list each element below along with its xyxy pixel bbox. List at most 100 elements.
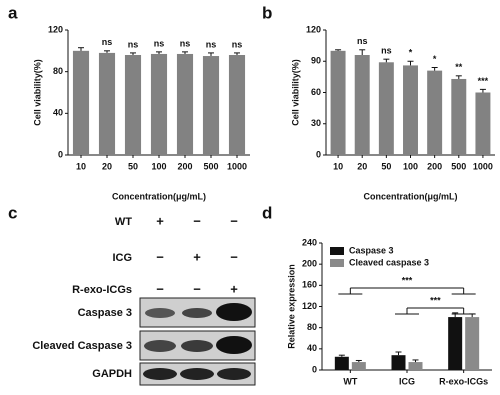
significance-label: ns (381, 46, 392, 56)
y-tick-label: 0 (312, 364, 317, 374)
significance-label: * (433, 54, 437, 64)
bar (378, 62, 394, 155)
significance-label: ns (357, 36, 368, 46)
x-tick-label: 100 (151, 161, 166, 171)
band (216, 303, 252, 321)
y-axis-title: Relative expression (286, 264, 296, 349)
x-tick-label: R-exo-ICGs (439, 376, 488, 386)
bar (354, 55, 370, 155)
bar (330, 50, 346, 156)
x-axis-title: Concentration(μg/mL) (364, 191, 458, 201)
condition-sign: − (193, 213, 201, 228)
x-tick-label: 200 (427, 161, 442, 171)
y-axis-title: Cell viability(%) (32, 59, 42, 126)
band (182, 308, 212, 318)
significance-label: ns (232, 39, 243, 49)
y-tick-label: 80 (307, 322, 317, 332)
condition-sign: − (193, 281, 201, 296)
condition-sign: − (156, 249, 164, 264)
y-tick-label: 120 (48, 24, 63, 34)
band (145, 308, 175, 318)
x-tick-label: 20 (102, 161, 112, 171)
legend-label: Cleaved caspase 3 (349, 257, 429, 267)
significance-label: ** (455, 62, 463, 72)
y-tick-label: 80 (53, 66, 63, 76)
y-axis-title: Cell viability(%) (290, 59, 300, 126)
y-tick-label: 160 (302, 280, 317, 290)
bar (176, 53, 194, 156)
x-axis-title: Concentration(μg/mL) (112, 191, 206, 201)
x-tick-label: 50 (381, 161, 391, 171)
x-tick-label: 1000 (227, 161, 247, 171)
band-label: GAPDH (92, 368, 132, 380)
legend-swatch (330, 259, 344, 267)
bar (465, 317, 480, 370)
bar (150, 53, 168, 156)
panel-label: a (8, 3, 18, 22)
y-tick-label: 90 (311, 56, 321, 66)
y-tick-label: 0 (58, 149, 63, 159)
y-tick-label: 120 (306, 24, 321, 34)
band (143, 368, 177, 380)
y-tick-label: 40 (53, 108, 63, 118)
significance-label: *** (478, 76, 489, 86)
x-tick-label: 50 (128, 161, 138, 171)
y-tick-label: 240 (302, 237, 317, 247)
legend-swatch (330, 247, 344, 255)
y-tick-label: 40 (307, 343, 317, 353)
y-tick-label: 120 (302, 301, 317, 311)
condition-sign: − (230, 213, 238, 228)
x-tick-label: 200 (177, 161, 192, 171)
bar (124, 55, 142, 155)
condition-label: WT (115, 216, 132, 228)
significance-label: ns (128, 39, 139, 49)
significance-label: * (409, 48, 413, 58)
significance-label: ns (206, 39, 217, 49)
condition-sign: − (156, 281, 164, 296)
band-label: Caspase 3 (78, 307, 132, 319)
bar (391, 355, 406, 370)
condition-label: R-exo-ICGs (72, 284, 132, 296)
panel-label: d (262, 203, 272, 222)
bar (403, 65, 418, 155)
panel-label: c (8, 203, 17, 222)
x-tick-label: 10 (333, 161, 343, 171)
x-tick-label: 20 (357, 161, 367, 171)
bar (408, 362, 423, 370)
y-tick-label: 30 (311, 118, 321, 128)
bar (202, 56, 220, 155)
condition-sign: + (193, 249, 201, 264)
panel-label: b (262, 3, 272, 22)
x-tick-label: 10 (76, 161, 86, 171)
band-label: Cleaved Caspase 3 (32, 340, 132, 352)
band (216, 336, 252, 354)
bar (475, 92, 491, 155)
x-tick-label: ICG (399, 376, 415, 386)
x-tick-label: 500 (203, 161, 218, 171)
bar (351, 362, 366, 370)
significance-label: ns (180, 38, 191, 48)
condition-sign: − (230, 249, 238, 264)
bar (72, 50, 90, 156)
x-tick-label: 500 (451, 161, 466, 171)
band (181, 340, 213, 352)
bar (448, 317, 463, 370)
x-tick-label: 100 (403, 161, 418, 171)
band (180, 368, 214, 380)
y-tick-label: 60 (311, 87, 321, 97)
significance-label: *** (402, 275, 413, 285)
bar (334, 356, 349, 370)
y-tick-label: 200 (302, 259, 317, 269)
western-blot (139, 297, 256, 386)
condition-sign: + (156, 213, 164, 228)
condition-label: ICG (112, 252, 132, 264)
band (217, 368, 251, 380)
bar (98, 52, 116, 155)
y-tick-label: 0 (316, 149, 321, 159)
legend-label: Caspase 3 (349, 245, 394, 255)
x-tick-label: 1000 (473, 161, 493, 171)
bar (427, 70, 443, 155)
significance-label: *** (430, 295, 441, 305)
significance-label: ns (102, 37, 113, 47)
